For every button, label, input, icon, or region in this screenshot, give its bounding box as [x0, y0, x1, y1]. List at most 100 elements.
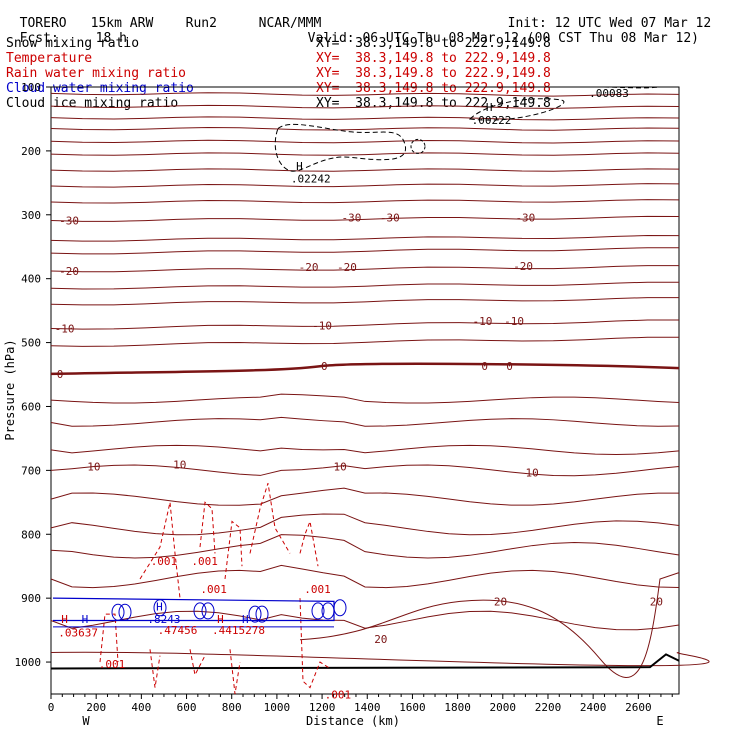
cloudwater-label: H: [82, 613, 89, 626]
temperature-contour: [50, 152, 680, 156]
rain-contour: [149, 649, 161, 688]
header-init: Init: 12 UTC Wed 07 Mar 12: [492, 3, 712, 31]
temperature-contour: [50, 215, 680, 222]
rain-label: .001: [151, 555, 178, 568]
temperature-label: -10: [55, 323, 75, 336]
header-org: NCAR/MMM: [243, 3, 322, 31]
fcst-value: 18 h: [95, 31, 127, 46]
y-tick-label: 700: [21, 464, 41, 477]
temperature-label: -10: [504, 315, 524, 328]
cloudwater-cell: [193, 602, 207, 620]
field-label: Cloud water mixing ratio: [6, 81, 194, 96]
field-label: Snow mixing ratio: [6, 36, 140, 51]
temperature-contour: [50, 651, 710, 667]
x-tick-label: 400: [131, 701, 151, 714]
x-tick-label: 200: [86, 701, 106, 714]
x-tick-label: 2600: [625, 701, 652, 714]
rain-contour: [189, 649, 206, 677]
cloudwater-cell: [248, 605, 262, 623]
y-tick-label: 200: [21, 145, 41, 158]
temperature-contour: [50, 281, 680, 290]
header-resolution: 15km ARW: [75, 3, 154, 31]
rain-label: .4415278: [212, 624, 265, 637]
temperature-contour: [50, 416, 680, 427]
temperature-contour: [50, 183, 680, 188]
rain-high-label: H: [217, 613, 224, 626]
cloudwater-cell: [255, 605, 269, 623]
snow-contour: [274, 123, 406, 172]
snow-label: H: [486, 101, 493, 114]
temperature-contour: [50, 444, 680, 456]
cloudwater-cell: [118, 603, 132, 621]
temperature-contour: [50, 564, 680, 589]
plot-border: [50, 86, 680, 695]
temperature-label: -20: [299, 261, 319, 274]
y-tick-label: 500: [21, 337, 41, 350]
rain-label: .03637: [58, 627, 98, 640]
model-name: TORERO: [19, 16, 67, 31]
temperature-label: 10: [87, 461, 100, 474]
snow-label: .00083: [589, 87, 629, 100]
rain-label: .001: [325, 689, 352, 702]
y-tick-label: 900: [21, 592, 41, 605]
temperature-label: -30: [515, 211, 535, 224]
x-tick-label: 0: [48, 701, 55, 714]
header-fcst-value: 18 h: [80, 18, 127, 46]
header-fcst: Fcst:: [4, 18, 59, 46]
field-xy: XY= 38.3,149.8 to 222.9,149.8: [316, 36, 551, 51]
cloudwater-contour: [52, 597, 335, 622]
y-tick-label: 300: [21, 209, 41, 222]
temperature-label: 20: [494, 595, 507, 608]
x-tick-label: 1800: [444, 701, 471, 714]
y-axis-label: Pressure (hPa): [3, 339, 17, 440]
temperature-label: -20: [513, 260, 533, 273]
cloudwater-label: .8243: [147, 613, 180, 626]
rain-contour: [199, 501, 216, 554]
x-tick-label: 1200: [309, 701, 336, 714]
temperature-contour: [50, 464, 680, 477]
cloudwater-cell: [311, 602, 325, 620]
y-tick-label: 800: [21, 528, 41, 541]
temperature-label: -20: [337, 261, 357, 274]
temperature-contour: [50, 235, 680, 242]
temperature-contour: [50, 487, 680, 506]
rain-label: .001: [200, 583, 227, 596]
contour-labels: -30 -30 -30 -30 -20 -20 -20 -20 -10 -10 -10 -10 0 0 0 0…: [55, 87, 663, 702]
header-run: Run2: [170, 3, 217, 31]
x-tick-label: 1600: [399, 701, 426, 714]
cloudwater-label: H: [156, 600, 163, 613]
temperature-contour: [50, 168, 680, 172]
temperature-label: 0: [321, 360, 328, 373]
y-tick-label: 600: [21, 400, 41, 413]
rain-contour: [139, 502, 181, 599]
cloudwater-cell: [153, 599, 167, 617]
temperature-label: 10: [173, 459, 186, 472]
field-label: Temperature: [6, 51, 93, 66]
valid-time: Valid: 06 UTC Thu 08 Mar 12 (00 CST Thu …: [307, 31, 699, 46]
temperature-label: 10: [526, 466, 539, 479]
resolution: 15km ARW: [90, 16, 154, 31]
temperature-label: -30: [380, 211, 400, 224]
axes: 0 200 400 600 800 1000 1200 1400 1600 1800 2000 220…: [15, 81, 673, 714]
plot-frame: [50, 86, 680, 695]
rain-label: .001: [99, 658, 126, 671]
temperature-contour: [50, 92, 680, 97]
temperature-label: -10: [473, 315, 493, 328]
temperature-label: 20: [374, 633, 387, 646]
rain-label: .001: [304, 583, 331, 596]
temperature-label: 20: [650, 595, 663, 608]
surface-line: [50, 653, 680, 670]
x-tick-label: 2000: [490, 701, 517, 714]
x-tick-label: 2200: [535, 701, 562, 714]
temperature-contour: [50, 127, 680, 131]
y-tick-label: 1000: [15, 656, 42, 669]
x-tick-label: 1400: [354, 701, 381, 714]
snow-contour: [468, 98, 565, 121]
rain-contours: [99, 482, 331, 695]
temperature-contours: [50, 92, 710, 678]
temperature-contour: [50, 247, 680, 255]
snow-contour: [540, 86, 661, 89]
field-xy: XY= 38.3,149.8 to 222.9,149.8: [316, 51, 551, 66]
x-tick-label: 800: [222, 701, 242, 714]
